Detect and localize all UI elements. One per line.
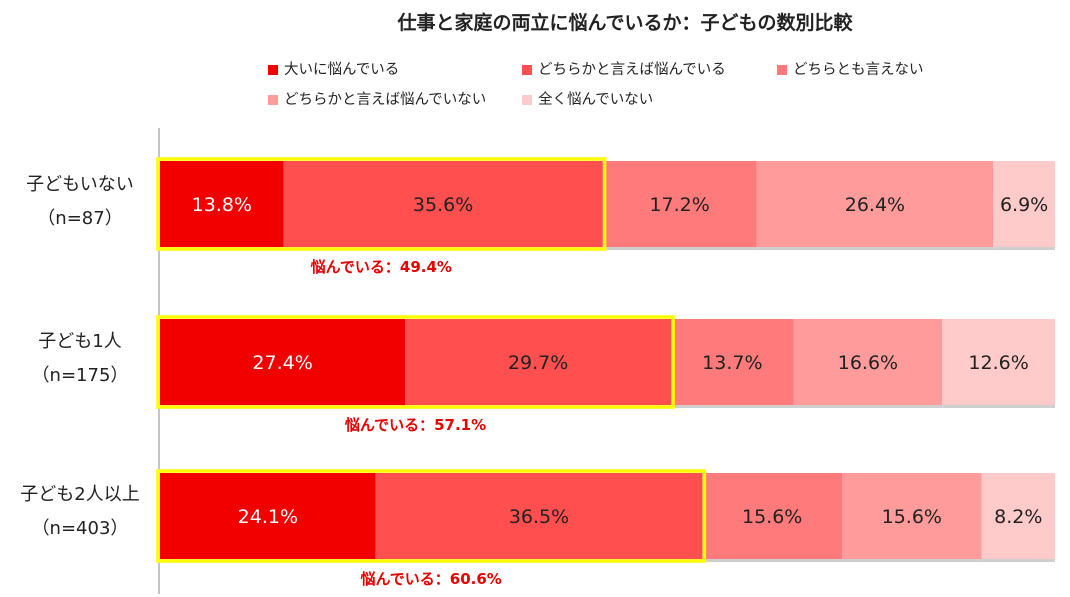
legend-label: どちらかと言えば悩んでいない <box>284 92 487 108</box>
bar-value-label: 13.8% <box>192 194 252 216</box>
category-n: （n=403） <box>31 518 129 539</box>
legend-swatch <box>268 95 278 105</box>
bar-value-label: 24.1% <box>238 506 298 528</box>
legend-item-not-worried: 全く悩んでいない <box>522 91 653 109</box>
bar-segment <box>702 473 842 559</box>
bar-segment <box>981 473 1055 559</box>
bar-value-label: 16.6% <box>838 352 898 374</box>
category-name: 子どもいない <box>26 174 134 195</box>
bar-segment <box>671 319 794 405</box>
legend-label: どちらとも言えない <box>793 62 924 78</box>
legend-label: 大いに悩んでいる <box>284 62 400 78</box>
bar-value-label: 35.6% <box>413 194 473 216</box>
bar-value-label: 15.6% <box>742 506 802 528</box>
legend-swatch <box>777 65 787 75</box>
bar-segment <box>283 161 603 247</box>
bar-value-label: 15.6% <box>882 506 942 528</box>
bar-value-label: 8.2% <box>994 506 1042 528</box>
bar-segment <box>602 161 757 247</box>
category-n: （n=175） <box>31 365 129 386</box>
bar-value-label: 17.2% <box>649 194 709 216</box>
bar-segment <box>405 319 672 405</box>
legend-label: どちらかと言えば悩んでいる <box>538 62 726 78</box>
legend-item-somewhat-not-worried: どちらかと言えば悩んでいない <box>268 91 486 109</box>
bar-value-label: 26.4% <box>845 194 905 216</box>
bar-value-label: 27.4% <box>252 352 312 374</box>
bar-value-label: 6.9% <box>1000 194 1048 216</box>
legend-item-somewhat-worried: どちらかと言えば悩んでいる <box>522 61 726 79</box>
bar-value-label: 13.7% <box>702 352 762 374</box>
bar-segment <box>375 473 703 559</box>
bar-value-label: 29.7% <box>508 352 568 374</box>
highlight-box <box>156 157 607 251</box>
bar-segment <box>160 319 406 405</box>
legend-swatch <box>268 65 278 75</box>
category-label-no-children: 子どもいない （n=87） <box>5 168 155 236</box>
chart-title: 仕事と家庭の両立に悩んでいるか：子どもの数別比較 <box>397 12 853 34</box>
highlight-box <box>156 315 675 409</box>
bar-segment <box>756 161 994 247</box>
category-label-two-plus-children: 子ども2人以上 （n=403） <box>5 478 155 546</box>
bar-segment <box>160 161 284 247</box>
annotation-label: 悩んでいる：49.4% <box>310 258 452 276</box>
legend-swatch <box>522 65 532 75</box>
bar-value-label: 12.6% <box>968 352 1028 374</box>
bar-value-label: 36.5% <box>509 506 569 528</box>
category-n: （n=87） <box>37 208 123 229</box>
category-label-one-child: 子ども1人 （n=175） <box>5 325 155 393</box>
category-name: 子ども2人以上 <box>20 484 140 505</box>
bar-segment <box>841 473 982 559</box>
legend-item-neutral: どちらとも言えない <box>777 61 924 79</box>
bar-segment <box>942 319 1055 405</box>
annotation-label: 悩んでいる：57.1% <box>344 416 486 434</box>
annotation-label: 悩んでいる：60.6% <box>360 570 502 588</box>
category-name: 子ども1人 <box>38 331 122 352</box>
legend-label: 全く悩んでいない <box>538 92 654 108</box>
bar-segment <box>793 319 943 405</box>
bar-segment <box>993 161 1055 247</box>
bar-segment <box>160 473 376 559</box>
legend-item-strongly-worried: 大いに悩んでいる <box>268 61 399 79</box>
highlight-box <box>156 469 707 563</box>
legend-swatch <box>522 95 532 105</box>
